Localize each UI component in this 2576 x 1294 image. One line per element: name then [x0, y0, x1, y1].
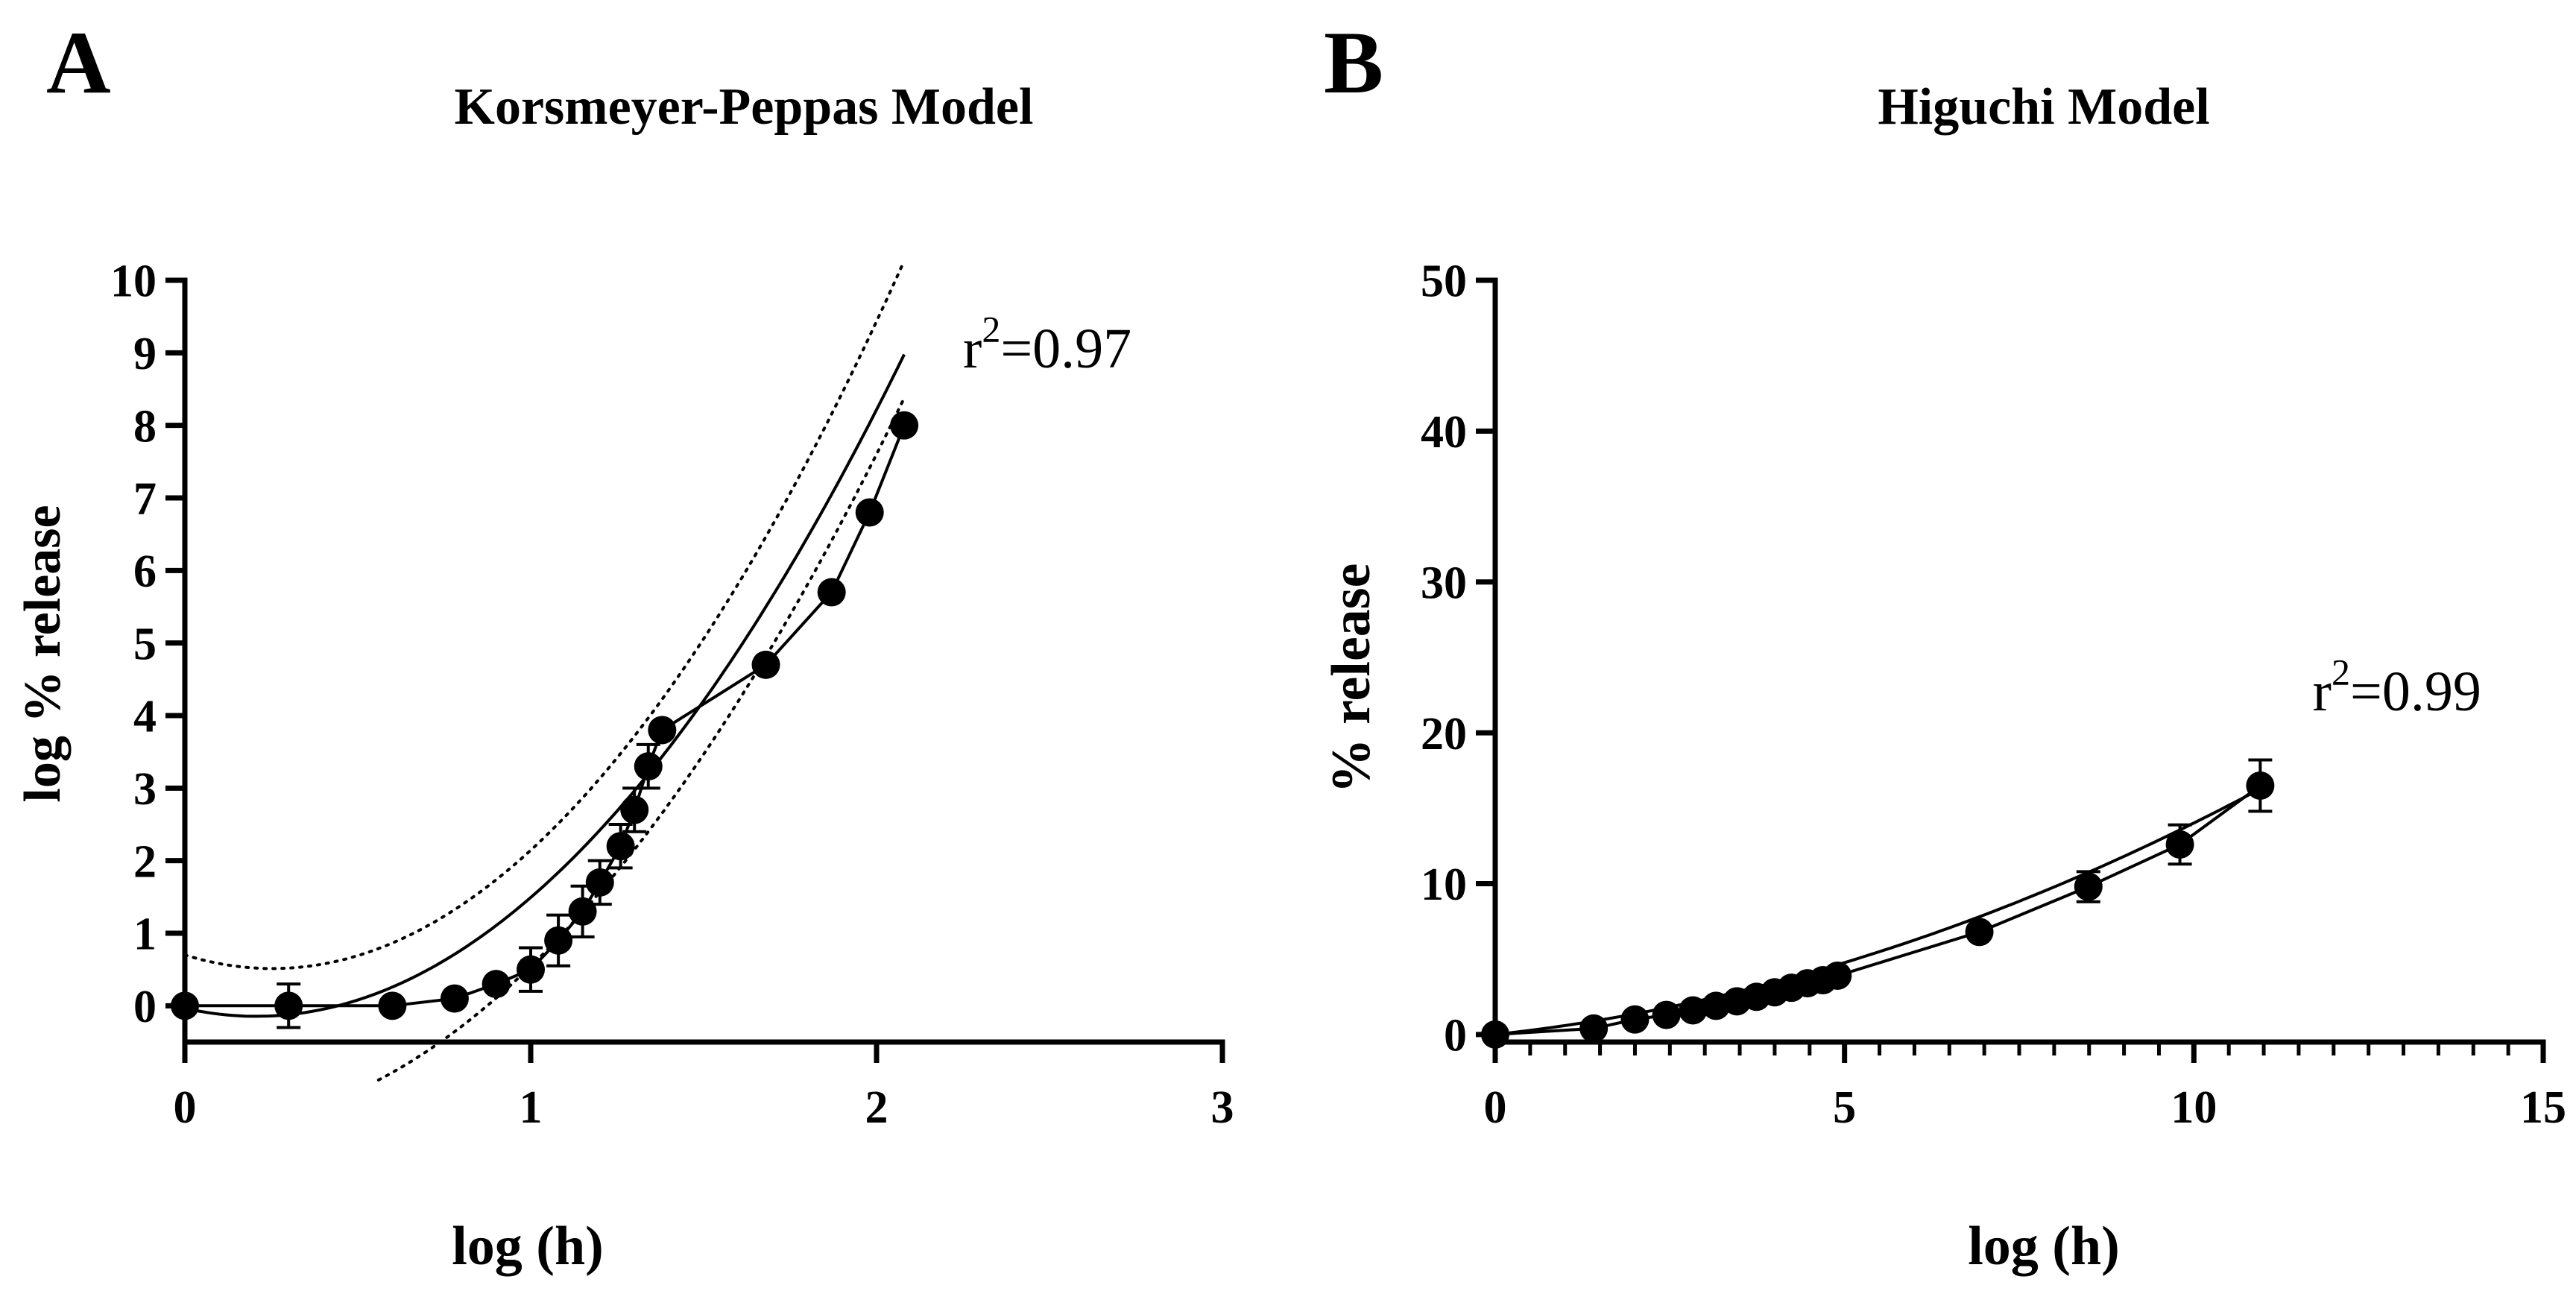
y-axis-label-a: log % release: [14, 505, 72, 802]
x-axis-label-a: log (h): [452, 1216, 604, 1277]
y-tick-label: 30: [1421, 558, 1467, 608]
y-tick-label: 3: [133, 764, 157, 815]
data-point: [817, 578, 846, 607]
x-tick-label: 10: [2171, 1082, 2217, 1133]
plot-area-a: 0 1 2 3 4 5 6 7 8 9 10 0 1 2 3 r2=0.97: [110, 256, 1234, 1133]
x-tick-label: 0: [1484, 1082, 1507, 1133]
fit-curve-line: [1494, 787, 2261, 1036]
y-tick-label: 5: [133, 619, 157, 669]
confidence-band-line: [376, 397, 906, 1082]
data-point: [171, 991, 199, 1020]
y-tick-label: 1: [133, 909, 157, 960]
data-point: [855, 498, 884, 527]
data-point: [1679, 996, 1708, 1025]
panel-letter-b: B: [1324, 13, 1383, 112]
confidence-band-line: [183, 259, 906, 970]
y-tick-label: 10: [110, 256, 157, 307]
x-tick-label: 2: [865, 1082, 888, 1133]
x-tick-label: 0: [174, 1082, 197, 1133]
data-point: [751, 650, 780, 679]
data-point: [378, 991, 407, 1020]
data-point: [1823, 961, 1852, 990]
data-point: [274, 991, 303, 1020]
data-connecting-line: [1494, 784, 2261, 1036]
r-squared-annotation: r2=0.97: [963, 309, 1131, 380]
data-point: [2246, 771, 2275, 800]
data-point: [568, 897, 597, 926]
y-axis-label-b: % release: [1321, 564, 1382, 794]
data-point: [517, 955, 545, 984]
chart-title-a: Korsmeyer-Peppas Model: [455, 78, 1034, 136]
y-tick-label: 50: [1421, 256, 1467, 307]
data-point: [585, 868, 614, 897]
data-point: [1481, 1020, 1509, 1049]
y-tick-label: 40: [1421, 407, 1467, 458]
r-squared-annotation: r2=0.99: [2313, 651, 2481, 723]
data-point: [890, 411, 919, 440]
y-tick-label: 4: [133, 692, 157, 742]
plot-area-b: 0 10 20 30 40 50 0 5 10 15 r2=0.99: [1421, 256, 2566, 1133]
data-point: [1965, 918, 1994, 947]
x-tick-label: 1: [520, 1082, 543, 1133]
y-tick-label: 0: [1444, 1011, 1467, 1061]
x-tick-label: 15: [2520, 1082, 2566, 1133]
fit-curve-line: [184, 353, 906, 1018]
data-point: [606, 832, 635, 861]
data-point: [544, 926, 573, 955]
chart-a-korsmeyer-peppas: A Korsmeyer-Peppas Model log % release l…: [14, 13, 1234, 1277]
data-point: [634, 752, 663, 781]
data-point: [2165, 830, 2194, 859]
y-tick-label: 10: [1421, 859, 1467, 910]
chart-title-b: Higuchi Model: [1878, 78, 2209, 136]
panel-letter-a: A: [46, 13, 111, 112]
y-tick-label: 0: [133, 982, 157, 1032]
y-tick-label: 8: [133, 401, 157, 452]
data-point: [1652, 1000, 1681, 1029]
data-point: [2074, 872, 2103, 901]
data-point: [482, 970, 511, 999]
data-point: [648, 716, 677, 745]
chart-b-higuchi: B Higuchi Model % release log (h) 0 10 20 3…: [1321, 13, 2566, 1277]
x-tick-label: 5: [1833, 1082, 1856, 1133]
data-point: [620, 795, 649, 824]
data-point: [1579, 1014, 1609, 1043]
x-tick-label: 3: [1211, 1082, 1234, 1133]
y-tick-label: 20: [1421, 709, 1467, 760]
y-tick-label: 9: [133, 329, 157, 379]
data-connecting-line: [185, 424, 906, 1008]
y-tick-label: 7: [133, 474, 157, 525]
y-tick-label: 6: [133, 546, 157, 597]
x-axis-label-b: log (h): [1968, 1216, 2120, 1277]
y-tick-label: 2: [133, 836, 157, 887]
data-point: [1620, 1005, 1650, 1034]
data-point: [440, 984, 469, 1013]
